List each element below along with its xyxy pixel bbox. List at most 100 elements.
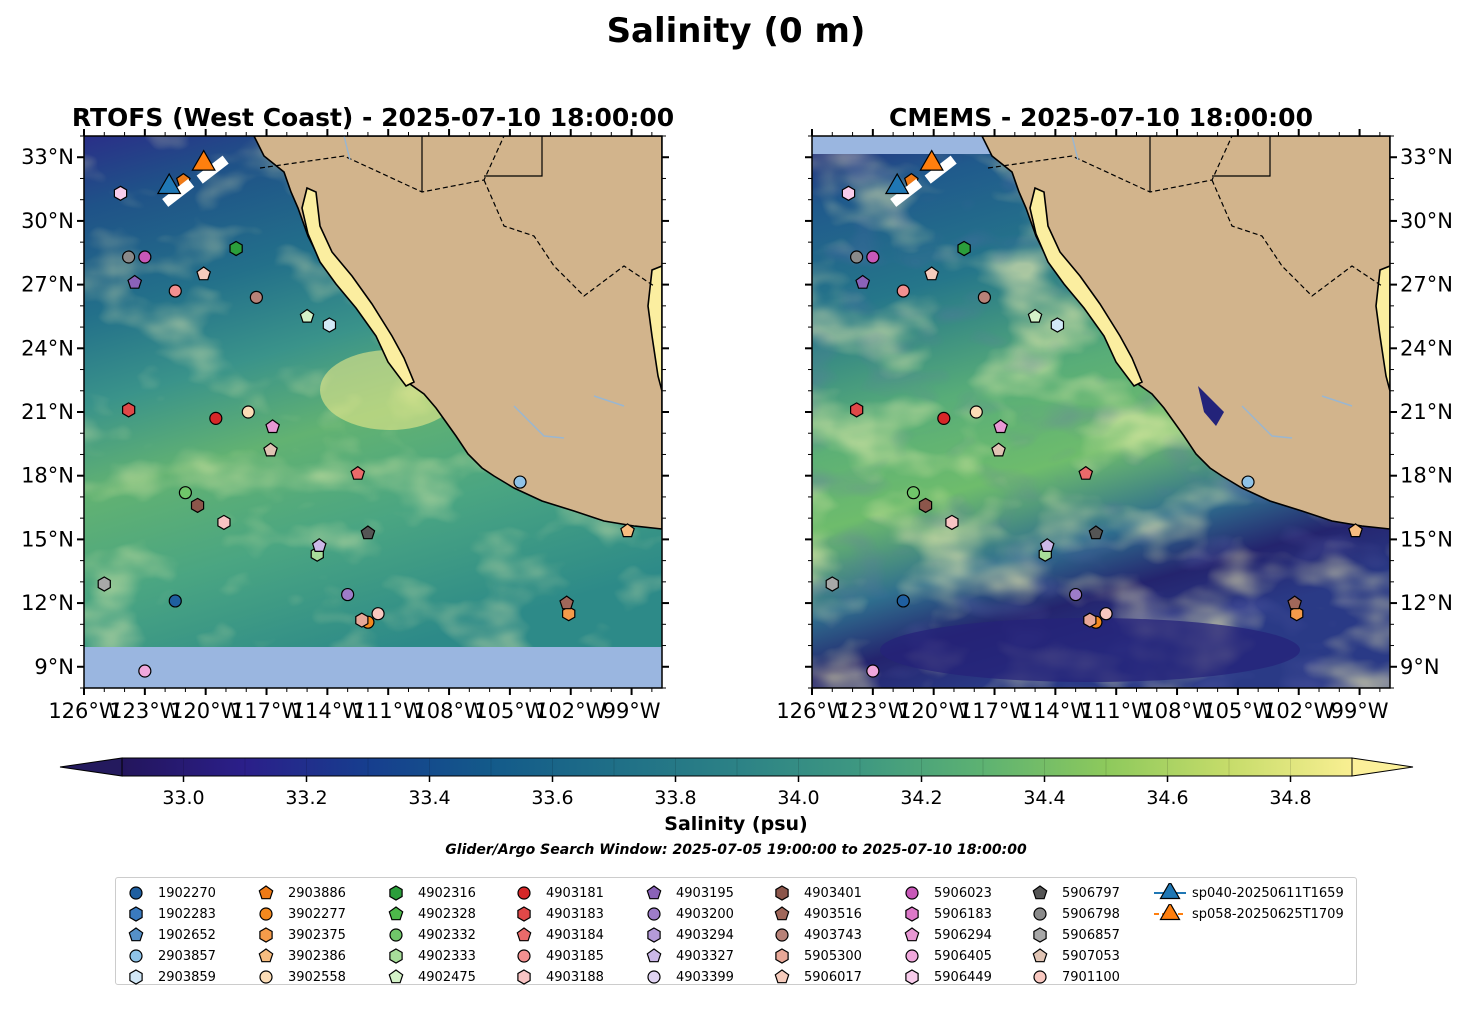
- legend-label: 4903401: [804, 885, 862, 901]
- legend-symbol: [129, 906, 143, 922]
- gulf-low-salinity-cmems: [1198, 386, 1224, 426]
- float-marker-5906857: [825, 576, 839, 592]
- legend-item: 3902386: [246, 946, 346, 966]
- legend-label: 3902375: [288, 927, 346, 943]
- legend-marker: [259, 970, 273, 984]
- float-marker-5906449: [841, 185, 856, 201]
- legend-label: 5905300: [804, 948, 862, 964]
- rivers-rtofs: [343, 136, 625, 439]
- lon-tick-label: 111°W: [1081, 699, 1153, 723]
- legend-marker: [774, 906, 790, 921]
- legend-label: 4902328: [418, 906, 476, 922]
- legend-symbol: [647, 907, 661, 921]
- legend-marker: [517, 969, 531, 985]
- legend-marker: [905, 906, 919, 922]
- float-marker-5906294: [993, 419, 1009, 434]
- colorbar-tick-label: 34.0: [777, 787, 819, 809]
- float-marker-5906017: [924, 266, 940, 281]
- legend-marker: [1033, 927, 1047, 943]
- panel-title-cmems: CMEMS - 2025-07-10 18:00:00: [889, 103, 1313, 132]
- lat-tick-label: 33°N: [21, 145, 74, 169]
- legend-symbol: [646, 948, 662, 963]
- lon-tick-label: 123°W: [109, 699, 181, 723]
- legend-marker: [905, 969, 919, 985]
- float-marker-4903185: [168, 284, 182, 298]
- legend-label: 2903857: [158, 948, 216, 964]
- legend-item: 4903185: [504, 946, 604, 966]
- float-marker-4903181: [209, 411, 223, 425]
- legend-item: 4903399: [634, 967, 734, 987]
- colorbar: 33.0 33.2 33.4 33.6 33.8 34.0 34.2 34.4 34.6 34.8…: [59, 757, 1414, 858]
- legend-marker: [517, 906, 531, 922]
- lon-tick-label: 108°W: [413, 699, 485, 723]
- lon-tick-label: 120°W: [170, 699, 242, 723]
- legend-label: 4903184: [546, 927, 604, 943]
- legend-marker: [258, 948, 274, 963]
- legend-label: 4903399: [676, 969, 734, 985]
- legend-item: sp058-20250625T1709: [1150, 904, 1344, 924]
- legend-symbol: [905, 886, 919, 900]
- lat-tick-label: 12°N: [21, 591, 74, 615]
- legend-marker: [775, 928, 789, 942]
- legend-symbol: [1032, 885, 1048, 900]
- legend-marker: [905, 949, 919, 963]
- float-marker-1902270: [168, 594, 182, 608]
- float-marker-3902558: [241, 405, 255, 419]
- lon-tick-label: 117°W: [231, 699, 303, 723]
- legend-item: 3902277: [246, 904, 346, 924]
- float-marker-2903859: [1050, 317, 1065, 333]
- lat-tick-label: 27°N: [1400, 273, 1453, 297]
- legend-symbol: [388, 906, 404, 921]
- float-marker-3902375: [1289, 606, 1304, 622]
- lon-tick-label: 114°W: [1020, 699, 1092, 723]
- lat-tick-label: 21°N: [1400, 400, 1453, 424]
- float-marker-4903185: [896, 284, 910, 298]
- float-marker-4903183: [849, 402, 864, 418]
- legend-symbol: [646, 885, 662, 900]
- float-marker-7901100: [371, 607, 385, 621]
- legend-symbol: [774, 906, 790, 921]
- legend-item: 4903188: [504, 967, 604, 987]
- nodata-band-cmems: [812, 136, 992, 154]
- legend-item: 4903401: [762, 883, 862, 903]
- float-marker-4902332: [178, 486, 193, 500]
- lon-tick-label: 105°W: [1202, 699, 1274, 723]
- legend-marker: [389, 948, 403, 964]
- float-marker-7901100: [1099, 607, 1113, 621]
- float-marker-4903184: [1078, 465, 1094, 480]
- legend-marker: [1032, 948, 1048, 963]
- legend-item: 4903743: [762, 925, 862, 945]
- legend-symbol: [774, 969, 790, 984]
- map-panel-cmems: [812, 136, 1390, 688]
- legend-symbol: [647, 970, 661, 984]
- lon-tick-label: 99°W: [1331, 699, 1389, 723]
- lon-tick-label: 117°W: [959, 699, 1031, 723]
- float-marker-4902316: [229, 240, 243, 257]
- legend-marker: [646, 948, 662, 963]
- legend-marker: [1154, 904, 1186, 921]
- legend-marker: [774, 969, 790, 984]
- lon-tick-label: 102°W: [1263, 699, 1335, 723]
- lat-tick-label: 30°N: [1400, 209, 1453, 233]
- float-marker-5905300: [1083, 612, 1097, 628]
- legend-symbol: [517, 886, 531, 900]
- lon-tick-label: 102°W: [535, 699, 607, 723]
- lon-tick-label: 114°W: [292, 699, 364, 723]
- float-marker-3902386: [1348, 523, 1363, 538]
- land-cmems: [981, 136, 1390, 530]
- lat-tick-label: 12°N: [1400, 591, 1453, 615]
- legend-label: 4903200: [676, 906, 734, 922]
- lat-tick-label: 15°N: [21, 527, 74, 551]
- colorbar-tick-label: 33.0: [162, 787, 204, 809]
- legend-marker: [516, 927, 532, 942]
- legend-marker: [646, 885, 662, 900]
- legend-item: 5906017: [762, 967, 862, 987]
- lon-tick-label: 120°W: [898, 699, 970, 723]
- legend-marker: [517, 949, 531, 963]
- legend-item: 4902333: [376, 946, 476, 966]
- figure-title: Salinity (0 m): [607, 11, 866, 51]
- land-rtofs: [253, 136, 662, 530]
- legend-label: 4903743: [804, 927, 862, 943]
- legend-marker: [905, 886, 919, 900]
- colorbar-tick-label: 33.6: [531, 787, 573, 809]
